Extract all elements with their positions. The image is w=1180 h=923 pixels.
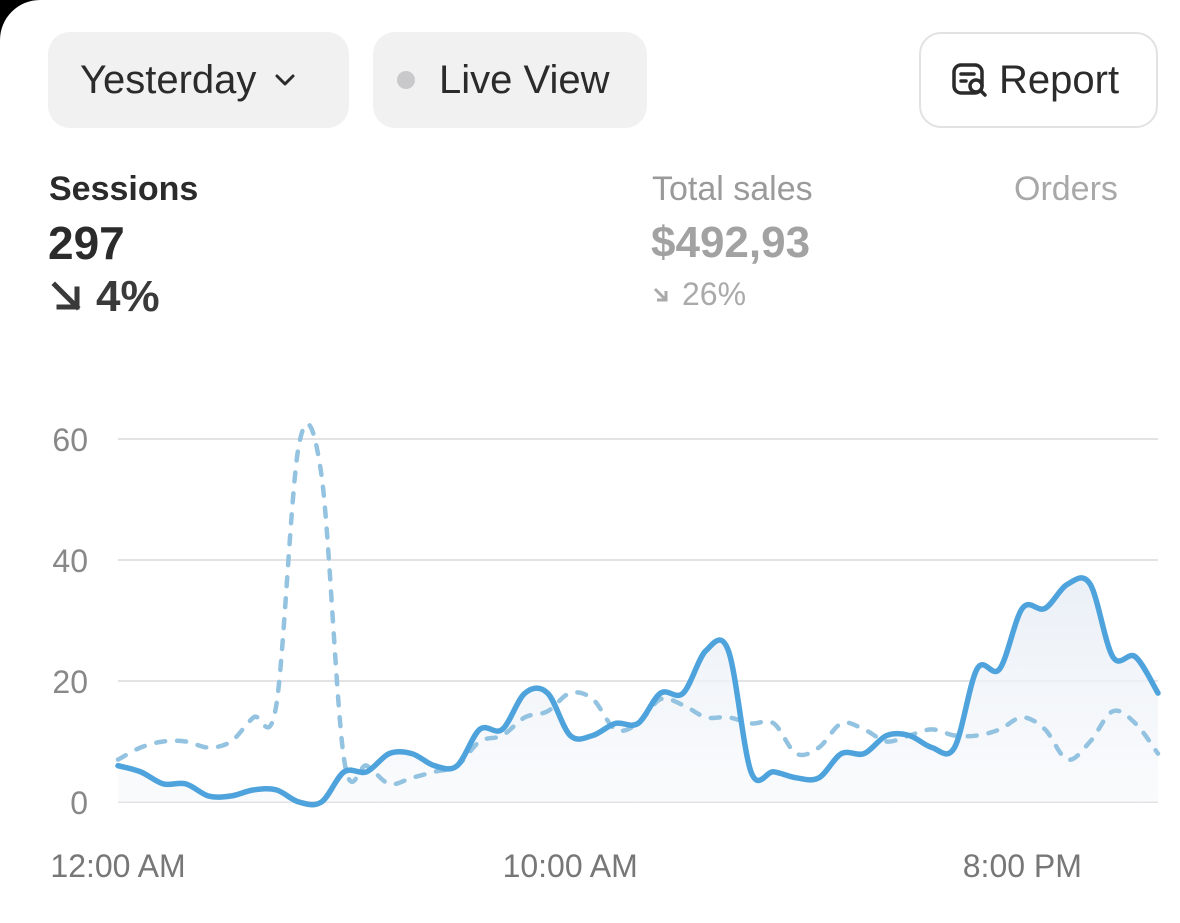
arrow-down-right-icon [652,286,670,304]
y-tick-label: 60 [52,422,88,458]
y-tick-label: 0 [70,785,88,821]
chevron-down-icon [274,73,296,87]
live-view-button[interactable]: Live View [373,32,647,128]
total-sales-change-value: 26% [682,276,747,312]
sessions-value: 297 [48,217,125,269]
report-button[interactable]: Report [919,32,1158,128]
x-tick-label: 10:00 AM [503,848,638,884]
sessions-change-value: 4% [96,272,160,321]
date-range-label: Yesterday [80,57,257,102]
x-tick-label: 12:00 AM [50,848,185,884]
live-view-label: Live View [439,57,610,102]
x-tick-label: 8:00 PM [963,848,1082,884]
orders-label[interactable]: Orders [1014,170,1118,208]
sessions-label[interactable]: Sessions [49,170,199,208]
sessions-change: 4% [50,272,160,322]
date-range-dropdown[interactable]: Yesterday [48,32,349,128]
report-label: Report [999,57,1120,102]
report-search-icon [951,62,989,98]
series-area [118,577,1158,805]
y-tick-label: 40 [52,543,88,579]
total-sales-change: 26% [652,276,746,313]
y-tick-label: 20 [52,664,88,700]
total-sales-label[interactable]: Total sales [652,170,813,208]
arrow-down-right-icon [50,280,84,314]
live-status-dot-icon [397,71,415,89]
total-sales-value: $492,93 [651,218,811,267]
sessions-series-line [115,575,1161,808]
